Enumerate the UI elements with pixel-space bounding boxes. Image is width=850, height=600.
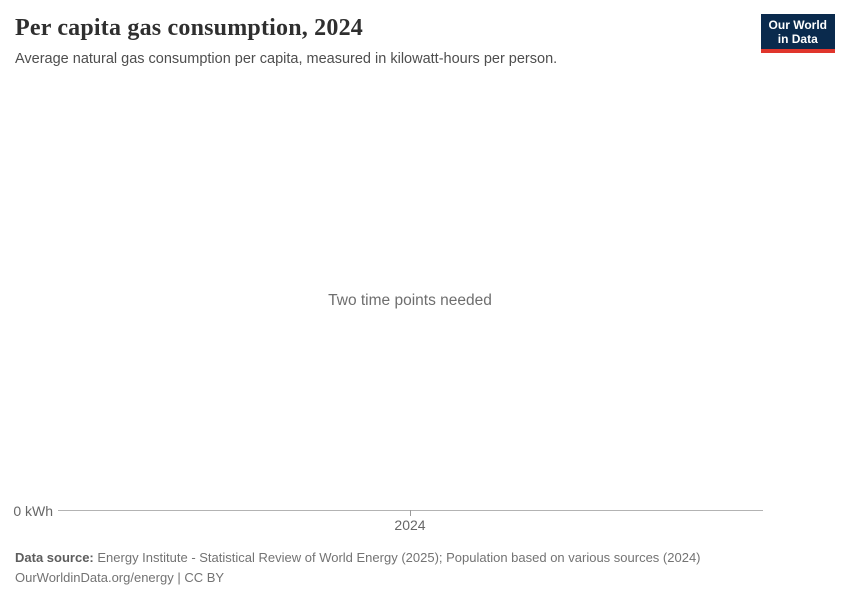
owid-logo-line2: in Data	[777, 32, 818, 46]
data-source-line: Data source: Energy Institute - Statisti…	[15, 548, 835, 568]
empty-state-message: Two time points needed	[328, 292, 492, 309]
x-axis-tick-mark	[410, 510, 411, 516]
owid-logo-line1: Our World	[768, 18, 827, 32]
header-text-block: Per capita gas consumption, 2024 Average…	[15, 14, 557, 68]
data-source-label: Data source:	[15, 550, 94, 565]
data-source-text: Energy Institute - Statistical Review of…	[97, 550, 701, 565]
page-subtitle: Average natural gas consumption per capi…	[15, 50, 558, 67]
page-title: Per capita gas consumption, 2024	[15, 15, 363, 41]
chart-footer: Data source: Energy Institute - Statisti…	[15, 548, 835, 588]
y-axis-tick-label: 0 kWh	[13, 503, 53, 519]
owid-logo[interactable]: Our World in Data	[760, 14, 835, 53]
license-link[interactable]: OurWorldinData.org/energy | CC BY	[15, 570, 225, 585]
chart-header: Per capita gas consumption, 2024 Average…	[15, 14, 835, 68]
x-axis-tick-label: 2024	[394, 517, 426, 533]
